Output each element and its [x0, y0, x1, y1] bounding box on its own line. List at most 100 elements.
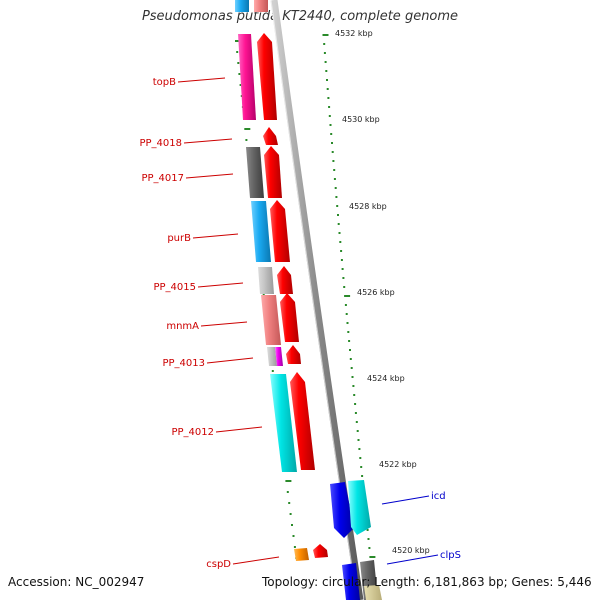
- partial-gene-block: [364, 585, 382, 600]
- ruler-tick: [329, 124, 332, 126]
- inner-tick: [245, 139, 248, 141]
- purB-forward-arrow: [270, 200, 290, 262]
- ruler-tick: [356, 430, 359, 432]
- kbp-label: 4528 kbp: [349, 202, 387, 211]
- kbp-label: 4530 kbp: [342, 115, 380, 124]
- ruler-tick: [366, 529, 369, 531]
- mnmA-reverse-block: [261, 295, 281, 345]
- inner-tick: [292, 535, 295, 537]
- ruler-tick: [341, 268, 344, 270]
- gene-cspD[interactable]: [294, 544, 328, 561]
- inner-tick: [289, 513, 292, 515]
- ruler-tick: [359, 457, 362, 459]
- ruler-tick: [344, 304, 347, 306]
- kbp-label: 4522 kbp: [379, 460, 417, 469]
- gene-PP_4013[interactable]: [267, 345, 301, 366]
- accession-text: Accession: NC_002947: [8, 575, 145, 589]
- ruler-tick: [352, 385, 355, 387]
- inner-tick: [291, 524, 293, 526]
- inner-tick: [239, 84, 242, 86]
- PP_4015-reverse-block: [258, 267, 274, 294]
- kbp-label: 4524 kbp: [367, 374, 405, 383]
- ruler-tick: [367, 538, 370, 540]
- ruler-tick: [343, 286, 346, 288]
- ruler-tick: [346, 322, 349, 324]
- inner-tick: [285, 480, 292, 482]
- ruler-tick: [324, 61, 327, 63]
- partial-gene-block: [254, 0, 268, 12]
- PP_4018-forward-arrow: [263, 127, 278, 145]
- ruler-tick: [323, 52, 326, 54]
- gene-label-PP_4012[interactable]: PP_4012: [171, 427, 214, 438]
- ruler-tick: [323, 43, 326, 45]
- gene-label-PP_4017[interactable]: PP_4017: [141, 173, 184, 184]
- ruler-tick: [358, 448, 361, 450]
- ruler-tick: [369, 556, 376, 558]
- ruler-tick: [349, 358, 352, 360]
- cspD-block: [294, 548, 309, 561]
- gene-label-purB[interactable]: purB: [167, 233, 191, 244]
- ruler-tick: [337, 223, 340, 225]
- mnmA-forward-arrow: [280, 293, 299, 342]
- gene-label-topB[interactable]: topB: [153, 77, 176, 88]
- gene-topB[interactable]: [238, 33, 277, 120]
- kbp-label: 4520 kbp: [392, 546, 430, 555]
- kbp-label: 4526 kbp: [357, 288, 395, 297]
- gene-clpS[interactable]: [342, 560, 382, 600]
- gene-label-PP_4018[interactable]: PP_4018: [139, 138, 182, 149]
- ruler-tick: [354, 403, 357, 405]
- inner-tick: [293, 546, 296, 548]
- ruler-tick: [331, 142, 333, 144]
- ruler-tick: [347, 331, 350, 333]
- clpS-block: [342, 563, 360, 600]
- ruler-tick: [355, 421, 358, 423]
- ruler-tick: [331, 151, 334, 153]
- ruler-tick: [345, 313, 348, 315]
- ruler-tick: [342, 277, 345, 279]
- top-partial-features: [235, 0, 268, 12]
- ruler-tick: [336, 205, 339, 207]
- ruler-tick: [368, 547, 371, 549]
- gene-label-icd[interactable]: icd: [431, 491, 446, 502]
- ruler-tick: [328, 106, 331, 108]
- ruler-tick: [340, 250, 343, 252]
- gene-purB[interactable]: [251, 200, 290, 262]
- partial-gene-block: [235, 0, 249, 12]
- gene-PP_4012[interactable]: [270, 372, 315, 472]
- ruler-tick: [337, 214, 339, 216]
- ruler-tick: [357, 439, 360, 441]
- ruler-tick: [335, 196, 338, 198]
- ruler-tick: [354, 412, 357, 414]
- icd-reverse-arrow: [330, 482, 354, 538]
- kbp-label: 4532 kbp: [335, 29, 373, 38]
- ruler-tick: [330, 133, 333, 135]
- gene-label-PP_4015[interactable]: PP_4015: [153, 282, 196, 293]
- gene-label-cspD[interactable]: cspD: [206, 559, 231, 570]
- genome-summary-text: Topology: circular; Length: 6,181,863 bp…: [262, 575, 592, 589]
- ruler-tick: [328, 115, 331, 117]
- ruler-tick: [339, 241, 342, 243]
- ruler-tick: [344, 295, 351, 297]
- gene-label-clpS[interactable]: clpS: [440, 550, 461, 561]
- label-leader-lines: [177, 77, 439, 565]
- gene-labels: topB PP_4018 PP_4017 purB PP_4015 mnmA P…: [139, 77, 461, 570]
- inner-tick: [236, 51, 239, 53]
- ruler-tick: [325, 70, 328, 72]
- gene-mnmA[interactable]: [261, 293, 299, 345]
- gene-PP_4017[interactable]: [246, 146, 282, 198]
- map-title: Pseudomonas putida KT2440, complete geno…: [141, 9, 459, 24]
- ruler-tick: [334, 187, 337, 189]
- ruler-tick: [348, 340, 351, 342]
- PP_4013-block-b: [275, 347, 283, 366]
- PP_4015-forward-arrow: [277, 266, 293, 294]
- gene-PP_4018[interactable]: [263, 127, 278, 145]
- gene-label-PP_4013[interactable]: PP_4013: [162, 358, 205, 369]
- inner-tick: [271, 370, 274, 372]
- ruler-tick: [333, 178, 336, 180]
- gene-label-mnmA[interactable]: mnmA: [166, 321, 199, 332]
- gene-icd[interactable]: [330, 480, 371, 538]
- topB-forward-arrow: [257, 33, 277, 120]
- gene-PP_4015[interactable]: [258, 266, 293, 294]
